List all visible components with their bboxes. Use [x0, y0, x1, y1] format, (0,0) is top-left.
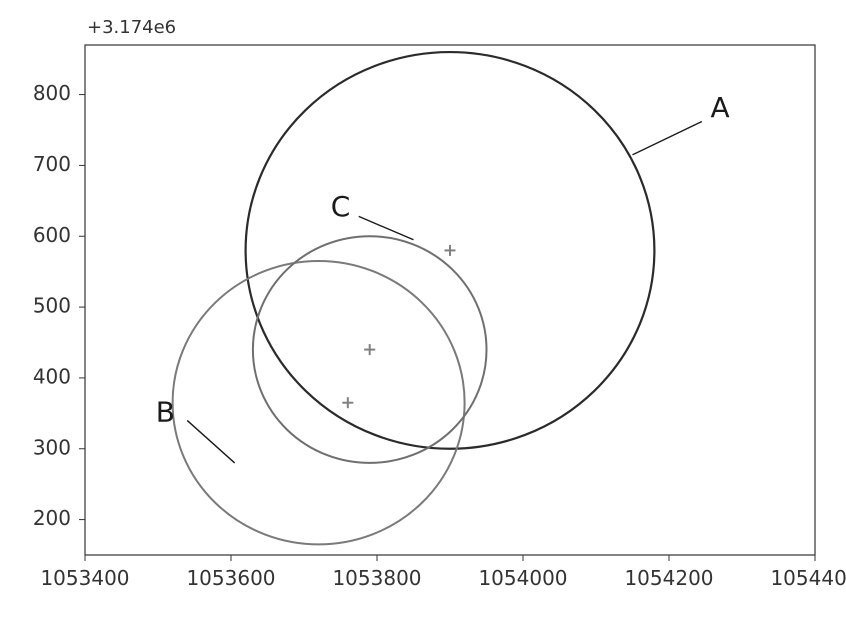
x-tick-label: 1053600: [186, 566, 275, 590]
y-tick-label: 600: [33, 223, 71, 247]
y-tick-label: 500: [33, 294, 71, 318]
scatter-chart: A B C 1053400 1053600 1053800 1054000 1054200 10…: [0, 0, 846, 619]
y-tick-label: 800: [33, 81, 71, 105]
y-tick-label: 200: [33, 506, 71, 530]
y-tick-label: 700: [33, 152, 71, 176]
annotation-label-c: C: [331, 190, 351, 223]
y-tick-label: 400: [33, 364, 71, 388]
annotation-label-a: A: [711, 91, 730, 124]
x-tick-label: 1054000: [478, 566, 567, 590]
y-axis-offset-text: +3.174e6: [87, 17, 176, 38]
x-tick-label: 1053400: [40, 566, 129, 590]
annotation-label-b: B: [156, 395, 175, 428]
y-tick-label: 300: [33, 435, 71, 459]
chart-container: A B C 1053400 1053600 1053800 1054000 1054200 10…: [0, 0, 846, 619]
x-tick-label: 1054200: [624, 566, 713, 590]
x-tick-label: 1053800: [332, 566, 421, 590]
x-tick-label: 1054400: [770, 566, 846, 590]
